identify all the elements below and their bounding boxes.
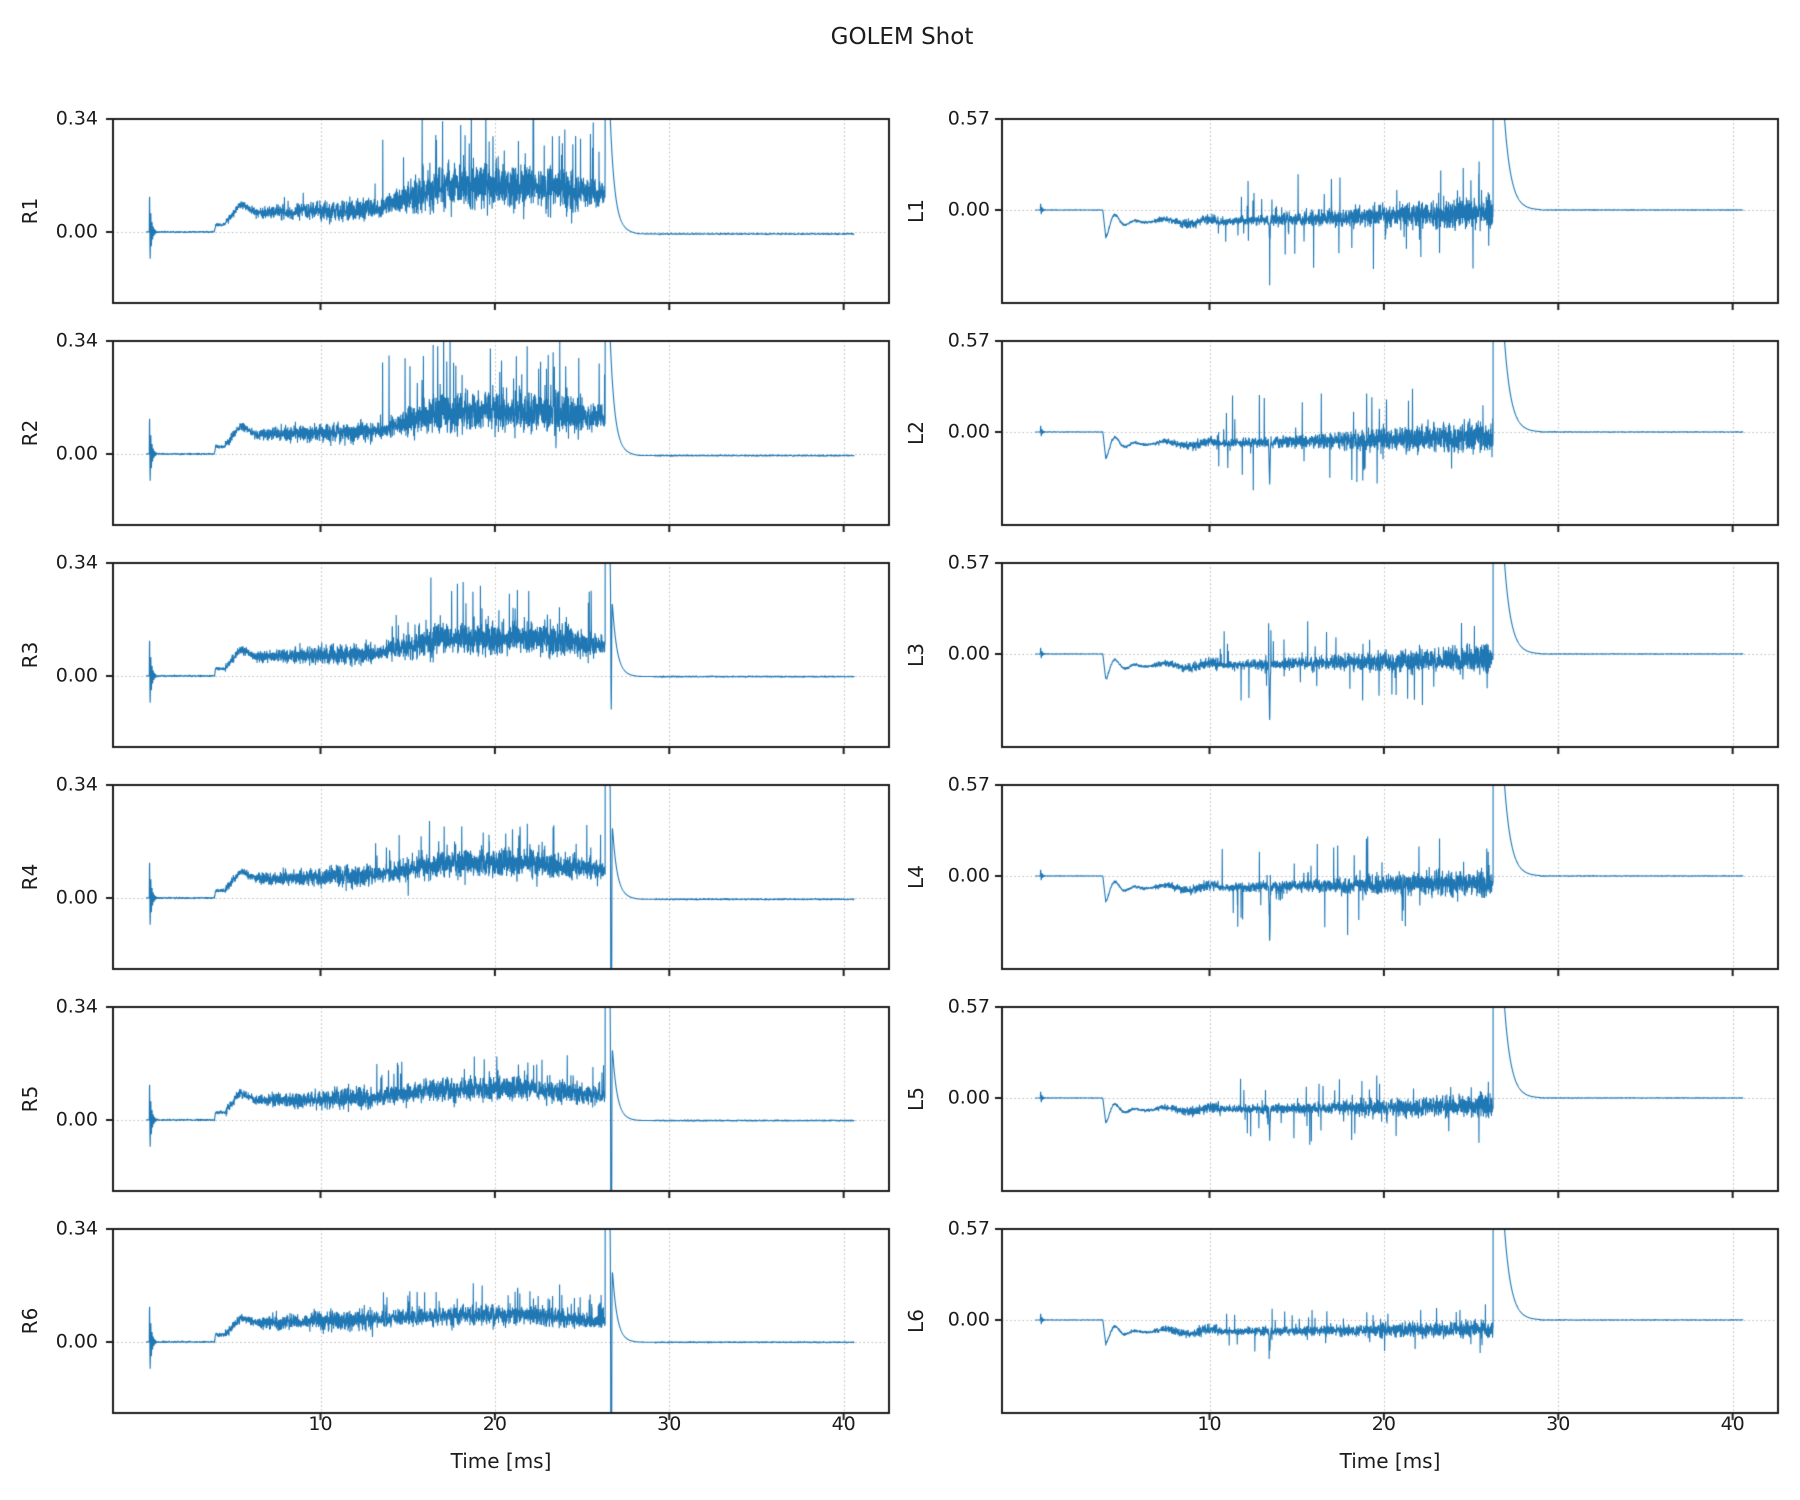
ytick-R3-top: 0.34 [55, 551, 98, 574]
plot-canvas-R1 [99, 117, 891, 317]
ytick-R1-top: 0.34 [55, 107, 98, 130]
plot-canvas-R4 [99, 783, 891, 983]
ytick-L1-zero: 0.00 [947, 198, 990, 221]
plot-canvas-L4 [988, 783, 1780, 983]
xtick-right-30: 30 [1546, 1413, 1571, 1435]
ytick-R6-top: 0.34 [55, 1217, 98, 1240]
ytick-R5-zero: 0.00 [55, 1108, 98, 1131]
ytick-R4-top: 0.34 [55, 773, 98, 796]
xtick-right-20: 20 [1371, 1413, 1396, 1435]
subplot-L3 [988, 561, 1780, 761]
ytick-R5-top: 0.34 [55, 995, 98, 1018]
ytick-L1-top: 0.57 [947, 107, 990, 130]
ytick-R6-zero: 0.00 [55, 1330, 98, 1353]
plot-canvas-R6 [99, 1227, 891, 1427]
subplot-R6 [99, 1227, 891, 1427]
ytick-R2-top: 0.34 [55, 329, 98, 352]
chart-title: GOLEM Shot [830, 24, 974, 50]
xtick-left-30: 30 [657, 1413, 682, 1435]
xtick-left-20: 20 [482, 1413, 507, 1435]
plot-canvas-L2 [988, 339, 1780, 539]
ytick-L3-zero: 0.00 [947, 642, 990, 665]
ytick-L6-top: 0.57 [947, 1217, 990, 1240]
plot-canvas-L6 [988, 1227, 1780, 1427]
xtick-right-40: 40 [1720, 1413, 1745, 1435]
plot-canvas-L5 [988, 1005, 1780, 1205]
ytick-R2-zero: 0.00 [55, 442, 98, 465]
ytick-L5-zero: 0.00 [947, 1086, 990, 1109]
ytick-L3-top: 0.57 [947, 551, 990, 574]
plot-canvas-L3 [988, 561, 1780, 761]
plot-canvas-L1 [988, 117, 1780, 317]
ytick-L2-top: 0.57 [947, 329, 990, 352]
subplot-L4 [988, 783, 1780, 983]
subplot-R4 [99, 783, 891, 983]
ytick-L2-zero: 0.00 [947, 420, 990, 443]
subplot-R1 [99, 117, 891, 317]
xlabel-right: Time [ms] [1339, 1449, 1441, 1473]
subplot-L2 [988, 339, 1780, 539]
ytick-R1-zero: 0.00 [55, 220, 98, 243]
subplot-R2 [99, 339, 891, 539]
ytick-L6-zero: 0.00 [947, 1308, 990, 1331]
plot-canvas-R3 [99, 561, 891, 761]
xtick-left-10: 10 [308, 1413, 333, 1435]
ytick-L4-top: 0.57 [947, 773, 990, 796]
plot-canvas-R5 [99, 1005, 891, 1205]
xlabel-left: Time [ms] [450, 1449, 552, 1473]
subplot-R3 [99, 561, 891, 761]
subplot-L5 [988, 1005, 1780, 1205]
ytick-L4-zero: 0.00 [947, 864, 990, 887]
ytick-R4-zero: 0.00 [55, 886, 98, 909]
plot-canvas-R2 [99, 339, 891, 539]
subplot-R5 [99, 1005, 891, 1205]
subplot-L6 [988, 1227, 1780, 1427]
subplot-L1 [988, 117, 1780, 317]
xtick-right-10: 10 [1197, 1413, 1222, 1435]
xtick-left-40: 40 [831, 1413, 856, 1435]
ytick-L5-top: 0.57 [947, 995, 990, 1018]
ytick-R3-zero: 0.00 [55, 664, 98, 687]
